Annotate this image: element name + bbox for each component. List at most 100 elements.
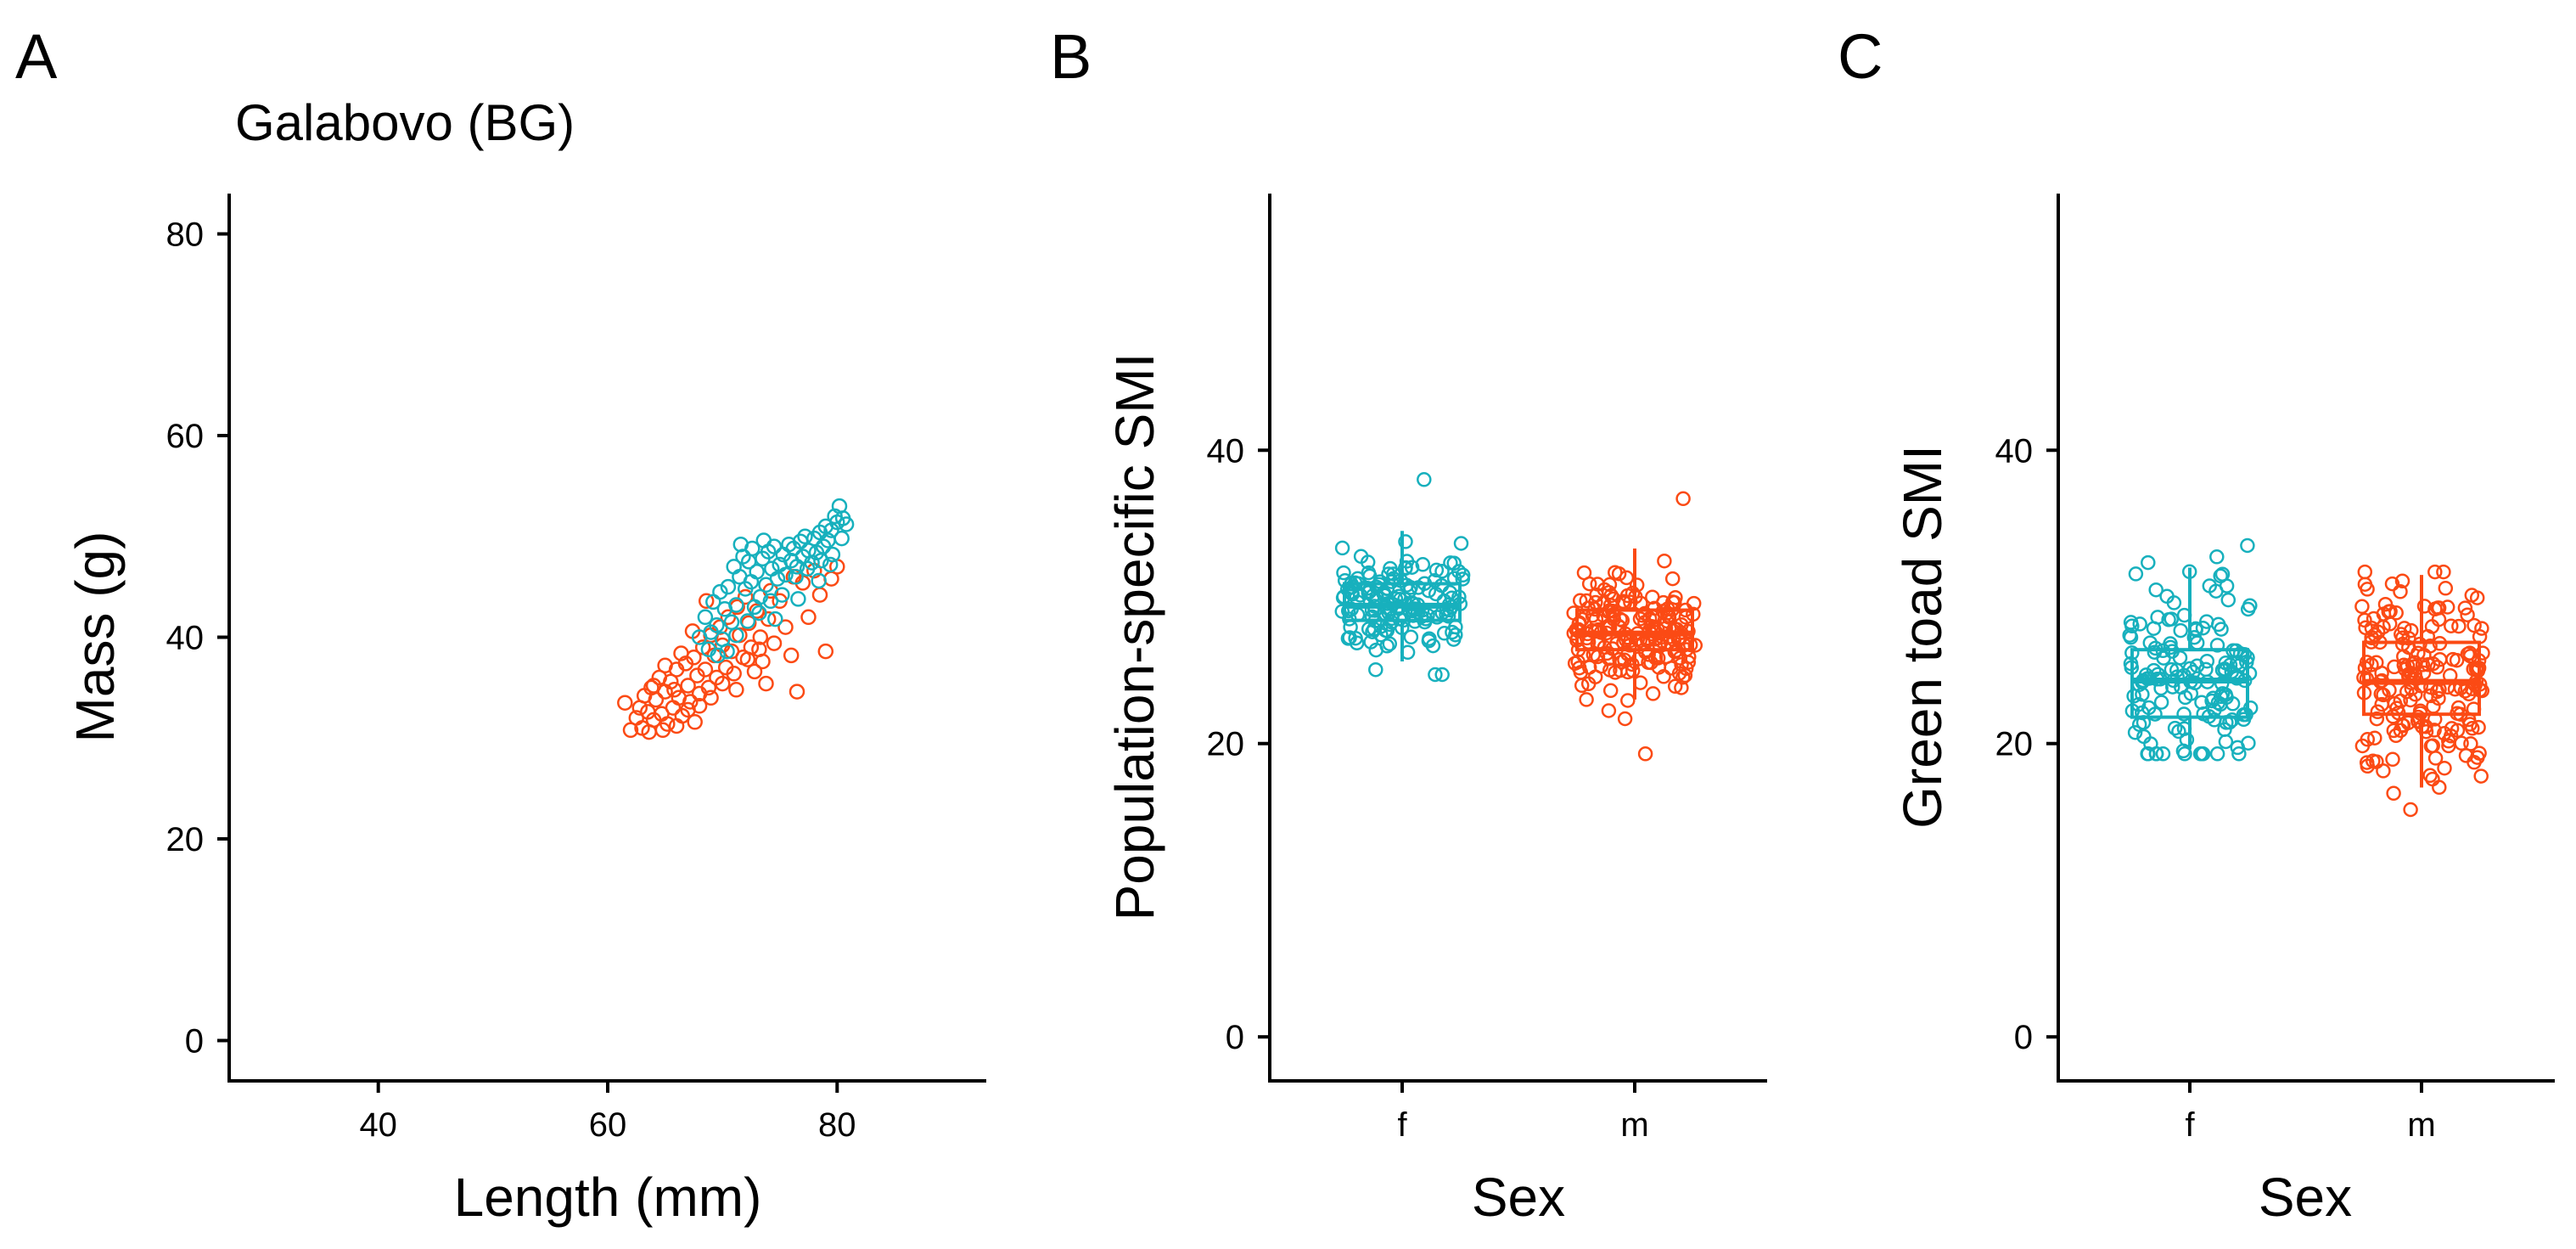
data-point-f (2195, 620, 2211, 636)
data-point-m (2475, 645, 2490, 661)
data-point-f (709, 617, 725, 633)
data-point-f (1368, 661, 1383, 678)
data-point-m (2376, 687, 2391, 703)
data-point-m (2474, 621, 2489, 636)
data-point-f (2132, 616, 2147, 632)
data-point-m (2388, 605, 2404, 621)
data-point-m (2359, 755, 2375, 770)
data-point-m (2427, 564, 2443, 580)
data-point-f (728, 627, 744, 644)
data-point-m (2425, 655, 2441, 672)
box-f (1343, 582, 1462, 622)
data-point-f (813, 552, 829, 569)
data-point-m (1580, 676, 1597, 692)
data-point-f (2186, 629, 2203, 645)
data-point-m (1677, 667, 1693, 684)
data-point-m (800, 609, 817, 626)
data-point-m (2364, 630, 2380, 646)
data-point-f (2209, 746, 2225, 762)
data-point-f (1411, 580, 1426, 595)
data-point-m (2359, 655, 2375, 670)
data-point-m (1645, 686, 1661, 701)
data-point-m (1667, 678, 1683, 695)
data-point-m (817, 643, 834, 660)
data-point-m (1579, 692, 1594, 707)
data-point-m (1580, 600, 1597, 616)
data-point-f (2231, 746, 2247, 762)
data-point-m (691, 698, 708, 714)
data-point-m (2441, 738, 2456, 754)
y-tick-label: 20 (1207, 726, 1245, 763)
data-point-m (1566, 605, 1581, 621)
data-point-m (1637, 605, 1653, 622)
data-point-f (2218, 734, 2234, 750)
data-point-m (2393, 584, 2408, 599)
data-point-m (2461, 686, 2477, 702)
data-point-m (2423, 688, 2439, 704)
data-point-f (1428, 562, 1445, 578)
data-point-m (2354, 738, 2371, 754)
data-point-m (1597, 582, 1613, 598)
x-tick-label: f (2185, 1106, 2195, 1144)
data-point-f (2176, 706, 2192, 722)
data-point-m (2460, 607, 2475, 622)
data-point-f (2218, 687, 2233, 702)
data-point-m (2354, 599, 2370, 615)
data-point-f (2169, 662, 2185, 678)
y-tick-label: 0 (1226, 1019, 1244, 1056)
data-point-m (1601, 703, 1617, 718)
data-point-f (2222, 657, 2238, 673)
data-point-m (2427, 601, 2443, 617)
y-tick-label: 80 (166, 217, 205, 254)
data-point-f (1336, 565, 1351, 581)
data-point-m (2369, 711, 2385, 727)
data-point-m (622, 722, 639, 739)
data-point-m (1599, 645, 1615, 661)
data-point-m (766, 635, 783, 651)
data-point-m (2367, 730, 2382, 745)
data-point-m (617, 695, 633, 711)
x-tick-label: 60 (589, 1106, 627, 1144)
data-point-m (1637, 746, 1653, 762)
data-point-m (789, 684, 805, 700)
data-point-m (2384, 576, 2400, 592)
data-point-m (1572, 593, 1588, 609)
data-point-f (1365, 624, 1380, 639)
data-point-f (2159, 588, 2175, 605)
y-axis-title: Green toad SMI (1892, 445, 1953, 829)
data-point-f (1352, 588, 1368, 603)
data-point-f (1415, 557, 1431, 572)
data-point-m (2416, 647, 2432, 663)
data-point-f (751, 605, 767, 622)
data-point-m (2357, 564, 2373, 580)
data-point-f (1406, 601, 1423, 616)
data-point-m (680, 678, 696, 694)
data-point-m (1625, 663, 1641, 678)
data-point-m (2427, 751, 2444, 766)
data-point-f (739, 613, 756, 629)
data-point-f (2141, 700, 2157, 716)
data-point-f (2241, 735, 2256, 751)
x-tick-label: m (1620, 1106, 1648, 1144)
data-point-f (2177, 689, 2193, 706)
data-point-m (682, 694, 699, 710)
data-point-f (2208, 583, 2224, 599)
data-point-f (2155, 746, 2171, 762)
data-point-f (838, 516, 855, 532)
data-point-m (2369, 655, 2384, 671)
data-point-m (1617, 711, 1633, 727)
data-point-f (2140, 746, 2155, 762)
data-point-f (811, 572, 827, 589)
data-point-f (1379, 639, 1395, 654)
data-point-m (1602, 683, 1619, 699)
data-point-m (1687, 638, 1703, 653)
data-point-f (720, 578, 737, 595)
data-point-m (1667, 644, 1683, 660)
data-point-f (700, 641, 717, 658)
y-axis-ticks: 0 20 40 60 80 (166, 217, 229, 1061)
data-point-m (2357, 612, 2372, 628)
data-point-f (719, 643, 735, 660)
data-point-f (2195, 746, 2211, 762)
